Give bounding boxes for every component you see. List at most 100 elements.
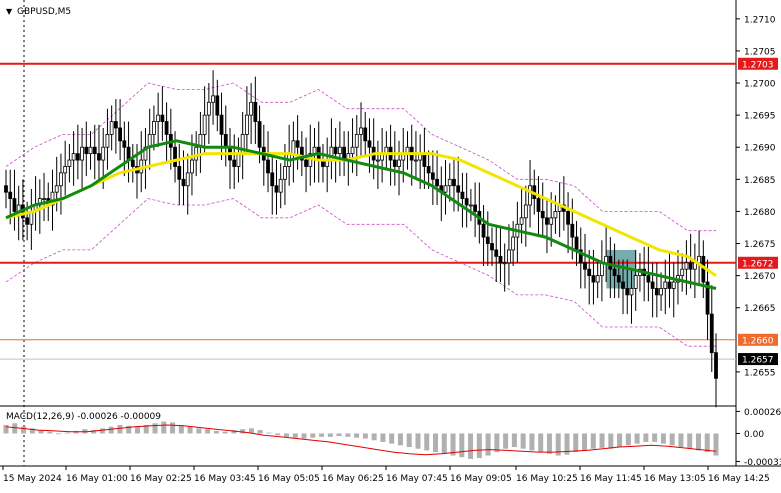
macd-histogram-bar bbox=[643, 433, 648, 441]
macd-histogram-bar bbox=[345, 433, 350, 436]
macd-histogram-bar bbox=[4, 425, 9, 433]
macd-histogram-bar bbox=[494, 433, 499, 452]
macd-histogram-bar bbox=[714, 433, 719, 455]
level-price-label: 1.2660 bbox=[742, 336, 774, 346]
macd-tick-label: -0.00033 bbox=[744, 458, 781, 468]
macd-histogram-bar bbox=[424, 433, 429, 450]
macd-histogram-bar bbox=[538, 433, 543, 452]
macd-histogram-bar bbox=[617, 433, 622, 447]
macd-histogram-bar bbox=[328, 433, 333, 436]
macd-histogram-bar bbox=[608, 433, 613, 448]
level-price-label: 1.2672 bbox=[742, 259, 774, 269]
macd-histogram-bar bbox=[302, 433, 307, 438]
time-tick-label: 16 May 05:05 bbox=[258, 474, 320, 484]
macd-tick-label: 0.00 bbox=[744, 430, 764, 440]
macd-histogram-bar bbox=[477, 433, 482, 458]
time-tick-label: 16 May 11:45 bbox=[580, 474, 642, 484]
macd-histogram-bar bbox=[600, 433, 605, 447]
macd-histogram-bar bbox=[380, 433, 385, 441]
macd-histogram-bar bbox=[486, 433, 491, 455]
macd-histogram-bar bbox=[337, 433, 342, 436]
price-tick-label: 1.2695 bbox=[744, 112, 776, 122]
macd-histogram-bar bbox=[214, 431, 219, 434]
macd-histogram-bar bbox=[573, 433, 578, 452]
macd-histogram-bar bbox=[293, 433, 298, 437]
time-tick-label: 16 May 03:45 bbox=[194, 474, 256, 484]
macd-histogram-bar bbox=[415, 433, 420, 448]
symbol-arrow-icon[interactable]: ▼ bbox=[6, 7, 13, 16]
macd-histogram-bar bbox=[670, 433, 675, 445]
macd-histogram-bar bbox=[100, 428, 105, 433]
price-tick-label: 1.2680 bbox=[744, 208, 776, 218]
time-tick-label: 16 May 09:05 bbox=[450, 474, 512, 484]
time-tick-label: 16 May 13:05 bbox=[644, 474, 706, 484]
macd-histogram-bar bbox=[591, 433, 596, 448]
price-tick-label: 1.2690 bbox=[744, 144, 776, 154]
macd-histogram-bar bbox=[284, 433, 289, 436]
macd-histogram-bar bbox=[696, 433, 701, 450]
current-price-label: 1.2657 bbox=[742, 356, 774, 366]
time-tick-label: 16 May 01:00 bbox=[66, 474, 128, 484]
macd-histogram-bar bbox=[582, 433, 587, 450]
macd-histogram-bar bbox=[188, 427, 193, 434]
macd-histogram-bar bbox=[389, 433, 394, 443]
macd-histogram-bar bbox=[21, 427, 26, 434]
macd-histogram-bar bbox=[205, 429, 210, 433]
macd-tick-label: 0.00026 bbox=[744, 408, 781, 418]
macd-histogram-bar bbox=[433, 433, 438, 452]
macd-label: MACD(12,26,9) -0.00026 -0.00009 bbox=[6, 412, 161, 422]
macd-histogram-bar bbox=[310, 433, 315, 437]
macd-histogram-bar bbox=[635, 433, 640, 443]
price-tick-label: 1.2675 bbox=[744, 240, 776, 250]
time-tick-label: 16 May 07:45 bbox=[386, 474, 448, 484]
macd-histogram-bar bbox=[442, 433, 447, 453]
price-tick-label: 1.2655 bbox=[744, 368, 776, 378]
macd-histogram-bar bbox=[547, 433, 552, 453]
price-tick-label: 1.2665 bbox=[744, 304, 776, 314]
macd-histogram-bar bbox=[459, 433, 464, 457]
price-tick-label: 1.2710 bbox=[744, 15, 776, 25]
macd-histogram-bar bbox=[266, 433, 271, 434]
time-tick-label: 16 May 14:25 bbox=[708, 474, 770, 484]
time-tick-label: 15 May 2024 bbox=[3, 474, 62, 484]
macd-histogram-bar bbox=[223, 432, 228, 434]
price-tick-label: 1.2705 bbox=[744, 47, 776, 57]
macd-histogram-bar bbox=[398, 433, 403, 445]
time-tick-label: 16 May 10:25 bbox=[516, 474, 578, 484]
macd-histogram-bar bbox=[161, 422, 166, 434]
macd-histogram-bar bbox=[652, 433, 657, 441]
level-price-label: 1.2703 bbox=[742, 60, 774, 70]
macd-histogram-bar bbox=[678, 433, 683, 447]
macd-histogram-bar bbox=[503, 433, 508, 448]
macd-histogram-bar bbox=[529, 433, 534, 450]
macd-histogram-bar bbox=[117, 425, 122, 433]
macd-histogram-bar bbox=[661, 433, 666, 443]
macd-histogram-bar bbox=[512, 433, 517, 447]
macd-histogram-bar bbox=[687, 433, 692, 448]
price-tick-label: 1.2670 bbox=[744, 272, 776, 282]
time-tick-label: 16 May 06:25 bbox=[322, 474, 384, 484]
macd-histogram-bar bbox=[47, 432, 52, 434]
macd-histogram-bar bbox=[65, 433, 70, 434]
macd-histogram-bar bbox=[626, 433, 631, 445]
macd-histogram-bar bbox=[12, 423, 17, 433]
macd-histogram-bar bbox=[170, 422, 175, 433]
macd-histogram-bar bbox=[705, 433, 710, 452]
time-tick-label: 16 May 02:25 bbox=[130, 474, 192, 484]
macd-histogram-bar bbox=[153, 423, 158, 433]
macd-histogram-bar bbox=[372, 433, 377, 440]
price-tick-label: 1.2700 bbox=[744, 80, 776, 90]
macd-histogram-bar bbox=[135, 427, 140, 434]
macd-histogram-bar bbox=[521, 433, 526, 448]
macd-histogram-bar bbox=[363, 433, 368, 438]
macd-histogram-bar bbox=[275, 433, 280, 435]
macd-histogram-bar bbox=[258, 430, 263, 433]
macd-histogram-bar bbox=[354, 433, 359, 437]
price-tick-label: 1.2685 bbox=[744, 176, 776, 186]
macd-histogram-bar bbox=[109, 427, 114, 434]
macd-histogram-bar bbox=[407, 433, 412, 447]
chart-title: GBPUSD,M5 bbox=[17, 7, 71, 17]
macd-histogram-bar bbox=[196, 428, 201, 433]
